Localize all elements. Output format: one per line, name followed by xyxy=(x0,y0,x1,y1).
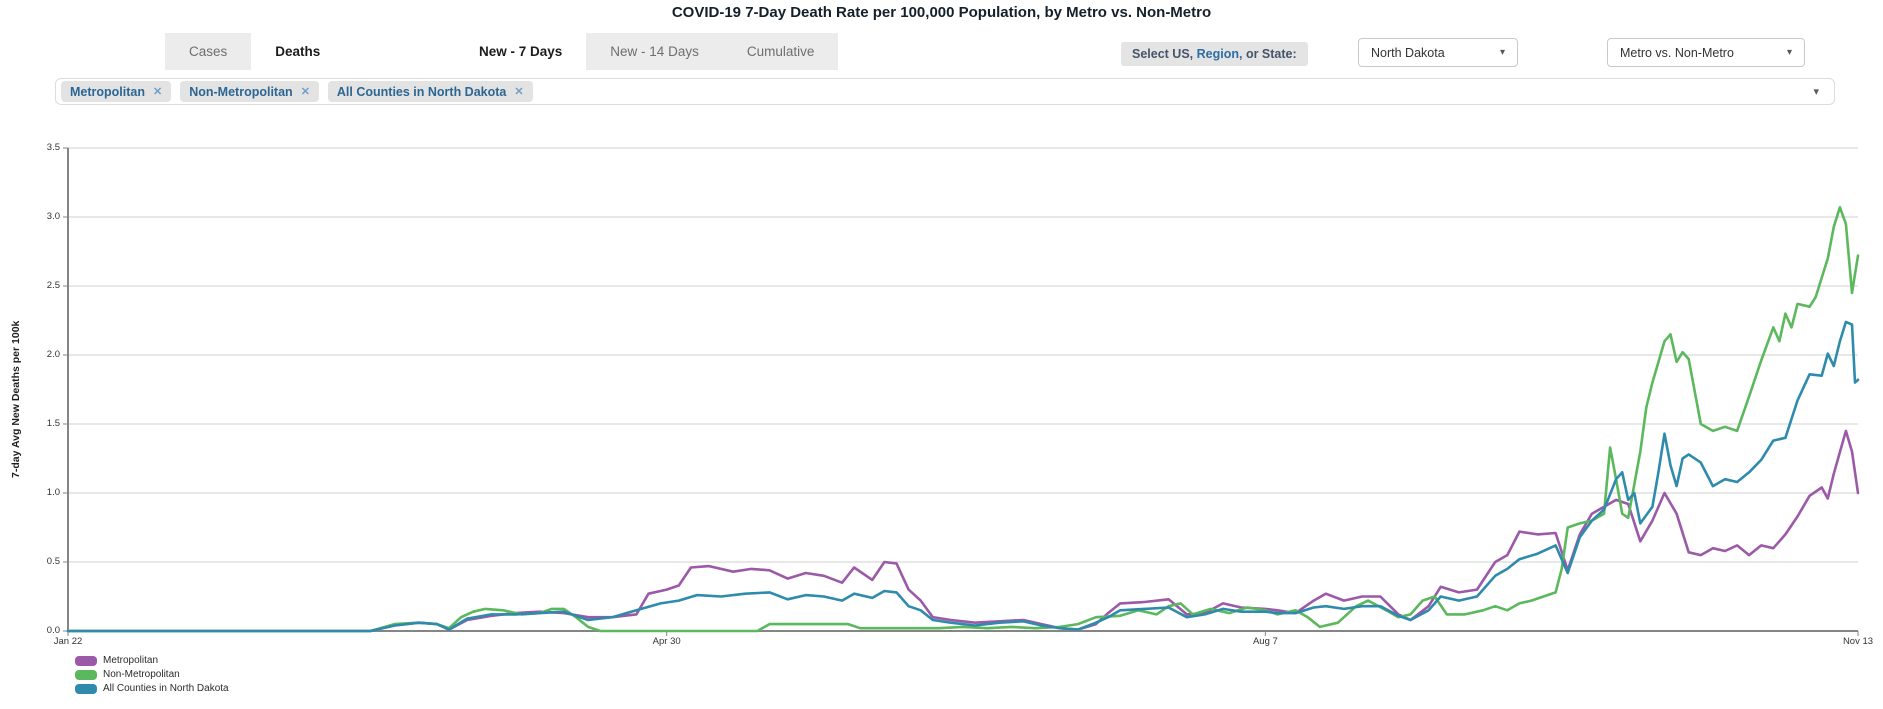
tab-deaths[interactable]: Deaths xyxy=(251,33,345,70)
geo-select-label-suffix: or State: xyxy=(1245,47,1297,61)
x-tick-label: Aug 7 xyxy=(1252,636,1278,647)
close-icon[interactable]: ✕ xyxy=(300,86,310,98)
chevron-down-icon: ▾ xyxy=(1499,47,1505,58)
period-tab-group: New - 7 Days New - 14 Days Cumulative xyxy=(455,33,839,70)
legend-label: Metropolitan xyxy=(103,655,159,666)
y-axis-title: 7-day Avg New Deaths per 100k xyxy=(10,320,22,478)
filter-chip-all-counties[interactable]: All Counties in North Dakota ✕ xyxy=(327,81,533,102)
legend-item: Metropolitan xyxy=(75,655,229,666)
tab-cases[interactable]: Cases xyxy=(189,44,228,59)
page-title: COVID-19 7-Day Death Rate per 100,000 Po… xyxy=(671,4,1212,21)
close-icon[interactable]: ✕ xyxy=(514,86,524,98)
filter-chip-metropolitan[interactable]: Metropolitan ✕ xyxy=(61,81,172,102)
region-link[interactable]: Region, xyxy=(1196,47,1243,61)
legend-item: Non-Metropolitan xyxy=(75,669,229,680)
filter-chip-label: Non-Metropolitan xyxy=(189,84,293,99)
x-tick-label: Apr 30 xyxy=(652,636,681,647)
metric-tab-group: Cases Deaths xyxy=(165,33,345,70)
chart-legend: Metropolitan Non-Metropolitan All Counti… xyxy=(75,655,229,694)
state-dropdown-value: North Dakota xyxy=(1371,45,1445,60)
geo-select-label: Select US, Region, or State: xyxy=(1121,42,1308,66)
legend-label: All Counties in North Dakota xyxy=(103,683,229,694)
geo-select-label-prefix: Select US, xyxy=(1132,47,1194,61)
tab-cumulative[interactable]: Cumulative xyxy=(746,44,815,59)
chart-plot[interactable] xyxy=(63,147,1860,636)
close-icon[interactable]: ✕ xyxy=(153,86,163,98)
state-dropdown[interactable]: North Dakota ▾ xyxy=(1358,38,1518,67)
x-tick-label: Jan 22 xyxy=(53,636,83,647)
view-dropdown-value: Metro vs. Non-Metro xyxy=(1620,45,1734,60)
legend-swatch xyxy=(75,669,97,680)
filter-multiselect[interactable]: Metropolitan ✕ Non-Metropolitan ✕ All Co… xyxy=(55,78,1835,105)
chevron-down-icon[interactable]: ▾ xyxy=(1813,86,1819,98)
filter-chip-label: All Counties in North Dakota xyxy=(336,84,507,99)
view-dropdown[interactable]: Metro vs. Non-Metro ▾ xyxy=(1607,38,1805,67)
tab-new-14-days[interactable]: New - 14 Days xyxy=(610,44,699,59)
legend-item: All Counties in North Dakota xyxy=(75,683,229,694)
filter-chip-non-metropolitan[interactable]: Non-Metropolitan ✕ xyxy=(180,81,319,102)
tab-new-7-days[interactable]: New - 7 Days xyxy=(455,33,587,70)
chevron-down-icon: ▾ xyxy=(1786,47,1792,58)
legend-label: Non-Metropolitan xyxy=(103,669,180,680)
legend-swatch xyxy=(75,683,97,694)
filter-chip-label: Metropolitan xyxy=(70,84,145,99)
legend-swatch xyxy=(75,655,97,666)
x-tick-label: Nov 13 xyxy=(1842,636,1874,647)
